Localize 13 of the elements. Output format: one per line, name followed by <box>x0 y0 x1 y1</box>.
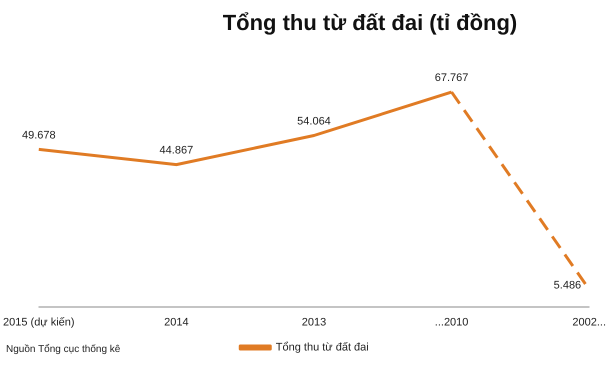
x-tick-label: 2014 <box>164 316 189 328</box>
x-tick-label: 2015 (dự kiến) <box>2 316 75 328</box>
data-label: 54.064 <box>297 116 331 128</box>
data-label: 67.767 <box>434 72 468 84</box>
legend-label: Tổng thu từ đất đai <box>276 342 369 354</box>
data-label: 5.486 <box>554 279 582 292</box>
x-tick-label: 2013 <box>302 316 326 328</box>
data-label: 44.867 <box>160 144 194 157</box>
data-label: 49.678 <box>22 129 56 142</box>
chart-title: Tổng thu từ đất đai (tỉ đồng) <box>222 10 518 36</box>
x-tick-label: ...2010 <box>434 316 468 328</box>
text: Nguồn Tổng cục thống kê <box>6 344 120 355</box>
x-tick-label: 2002... <box>572 316 606 328</box>
